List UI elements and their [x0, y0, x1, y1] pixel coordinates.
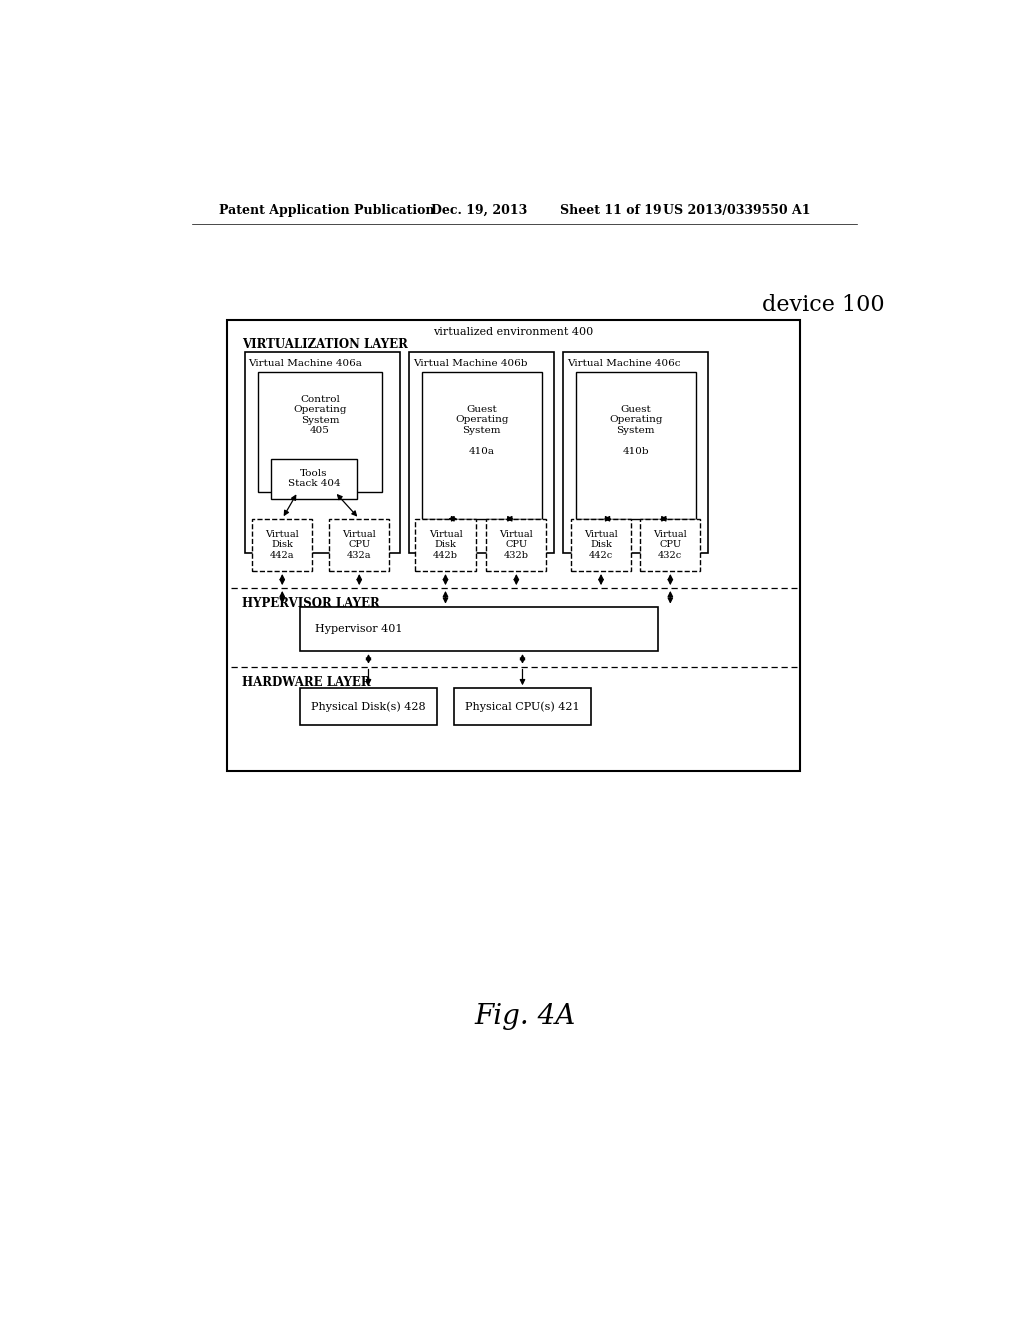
Bar: [571, 519, 631, 572]
Bar: [486, 519, 547, 572]
Text: virtualized environment 400: virtualized environment 400: [433, 326, 594, 337]
Bar: [410, 352, 554, 553]
Text: VIRTUALIZATION LAYER: VIRTUALIZATION LAYER: [243, 338, 409, 351]
Text: Dec. 19, 2013: Dec. 19, 2013: [431, 205, 527, 218]
Text: Virtual
Disk
442a: Virtual Disk 442a: [265, 531, 299, 560]
Bar: [563, 352, 708, 553]
Text: Guest
Operating
System

410b: Guest Operating System 410b: [609, 405, 663, 455]
Text: Patent Application Publication: Patent Application Publication: [219, 205, 434, 218]
Text: US 2013/0339550 A1: US 2013/0339550 A1: [664, 205, 811, 218]
Text: device 100: device 100: [762, 294, 885, 315]
Bar: [416, 519, 475, 572]
Bar: [300, 688, 437, 725]
Bar: [245, 352, 400, 553]
Text: Virtual
CPU
432c: Virtual CPU 432c: [653, 531, 687, 560]
Text: Virtual
Disk
442c: Virtual Disk 442c: [584, 531, 617, 560]
Bar: [258, 372, 382, 492]
Text: Guest
Operating
System

410a: Guest Operating System 410a: [455, 405, 509, 455]
Bar: [640, 519, 700, 572]
Text: Virtual Machine 406c: Virtual Machine 406c: [567, 359, 681, 368]
Text: Virtual
CPU
432b: Virtual CPU 432b: [500, 531, 534, 560]
Bar: [270, 459, 357, 499]
Bar: [422, 372, 542, 519]
Text: HYPERVISOR LAYER: HYPERVISOR LAYER: [243, 597, 380, 610]
Bar: [226, 321, 801, 771]
Text: Tools
Stack 404: Tools Stack 404: [288, 469, 340, 488]
Text: Virtual
CPU
432a: Virtual CPU 432a: [342, 531, 376, 560]
Text: Virtual
Disk
442b: Virtual Disk 442b: [429, 531, 463, 560]
Bar: [454, 688, 591, 725]
Text: Virtual Machine 406b: Virtual Machine 406b: [413, 359, 527, 368]
Text: HARDWARE LAYER: HARDWARE LAYER: [243, 676, 371, 689]
Text: Hypervisor 401: Hypervisor 401: [315, 624, 402, 634]
Bar: [330, 519, 389, 572]
Text: Fig. 4A: Fig. 4A: [474, 1003, 575, 1031]
Bar: [575, 372, 695, 519]
Text: Sheet 11 of 19: Sheet 11 of 19: [560, 205, 662, 218]
Bar: [300, 607, 658, 651]
Text: Physical CPU(s) 421: Physical CPU(s) 421: [465, 701, 580, 711]
Bar: [252, 519, 312, 572]
Text: Virtual Machine 406a: Virtual Machine 406a: [249, 359, 362, 368]
Text: Physical Disk(s) 428: Physical Disk(s) 428: [311, 701, 426, 711]
Text: Control
Operating
System
405: Control Operating System 405: [293, 395, 347, 434]
